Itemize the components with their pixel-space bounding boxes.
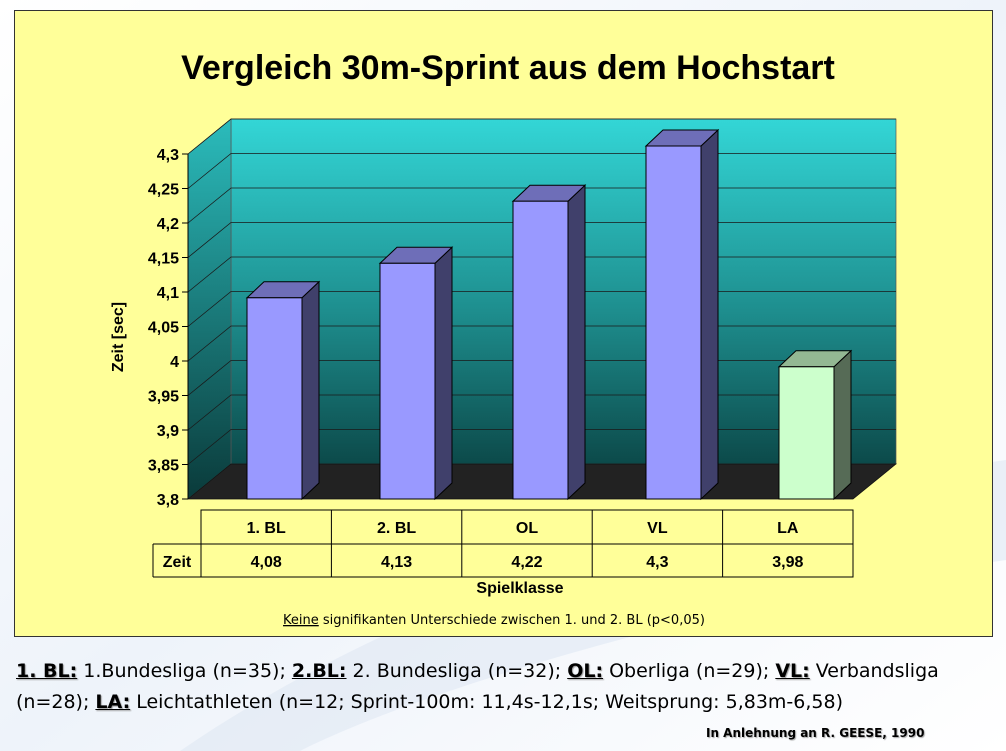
- legend-description: Verbandsliga (n=28);: [16, 660, 939, 713]
- y-tick-label: 3,95: [148, 389, 179, 406]
- x-axis-title: Spielklasse: [476, 580, 563, 597]
- category-label: LA: [777, 520, 799, 537]
- legend-description: 1.Bundesliga (n=35);: [77, 660, 292, 682]
- significance-note-rest: signifikanten Unterschiede zwischen 1. u…: [319, 613, 705, 628]
- y-tick-label: 4,1: [157, 285, 179, 302]
- data-label: 3,98: [772, 554, 803, 571]
- series-name-label: Zeit: [163, 554, 192, 571]
- bar-front: [379, 262, 436, 500]
- chart-title: Vergleich 30m-Sprint aus dem Hochstart: [181, 49, 835, 87]
- legend-abbr: LA:: [95, 691, 131, 713]
- chart-panel: Vergleich 30m-Sprint aus dem Hochstart 3…: [14, 10, 993, 637]
- y-tick-label: 4,05: [148, 320, 179, 337]
- y-axis-title: Zeit [sec]: [110, 302, 127, 372]
- bar-chart: Vergleich 30m-Sprint aus dem Hochstart 3…: [110, 49, 897, 628]
- legend-description: Oberliga (n=29);: [603, 660, 776, 682]
- y-tick-label: 3,8: [157, 492, 179, 509]
- y-tick-label: 3,85: [148, 458, 179, 475]
- data-label: 4,3: [646, 554, 668, 571]
- legend-text: 1. BL: 1.Bundesliga (n=35); 2.BL: 2. Bun…: [16, 656, 996, 718]
- bar: [511, 184, 587, 501]
- data-label: 4,22: [511, 554, 542, 571]
- credit-text: In Anlehnung an R. GEESE, 1990: [706, 726, 925, 740]
- category-label: 2. BL: [377, 520, 416, 537]
- y-tick-label: 4,15: [148, 251, 179, 268]
- significance-note: Keine signifikanten Unterschiede zwische…: [283, 613, 705, 628]
- legend-abbr: VL:: [775, 660, 810, 682]
- category-label: VL: [647, 520, 668, 537]
- bar-side: [301, 280, 320, 501]
- bar-side: [567, 184, 586, 501]
- bar-front: [645, 145, 702, 500]
- y-tick-label: 4,2: [157, 216, 179, 233]
- data-label: 4,08: [251, 554, 282, 571]
- legend-description: Leichtathleten (n=12; Sprint-100m: 11,4s…: [130, 691, 843, 713]
- bar: [378, 246, 454, 501]
- bar: [777, 349, 853, 501]
- legend-abbr: 2.BL:: [291, 660, 347, 682]
- category-label: OL: [516, 520, 538, 537]
- y-tick-label: 4,3: [157, 147, 179, 164]
- legend-abbr: 1. BL:: [16, 660, 78, 682]
- bar-side: [434, 246, 453, 501]
- bar-front: [246, 297, 303, 500]
- bar-side: [833, 349, 852, 501]
- bar-side: [700, 128, 719, 501]
- category-label: 1. BL: [247, 520, 286, 537]
- data-label: 4,13: [381, 554, 412, 571]
- bar: [644, 128, 720, 501]
- bar-front: [512, 200, 569, 500]
- gridline: [187, 118, 896, 155]
- legend-abbr: OL:: [567, 660, 604, 682]
- y-tick-label: 4,25: [148, 182, 179, 199]
- bar-front: [778, 366, 835, 500]
- bar: [245, 280, 321, 501]
- y-tick-label: 4: [170, 354, 179, 371]
- significance-note-underlined: Keine: [283, 613, 319, 628]
- y-tick-label: 3,9: [157, 423, 179, 440]
- legend-description: 2. Bundesliga (n=32);: [346, 660, 568, 682]
